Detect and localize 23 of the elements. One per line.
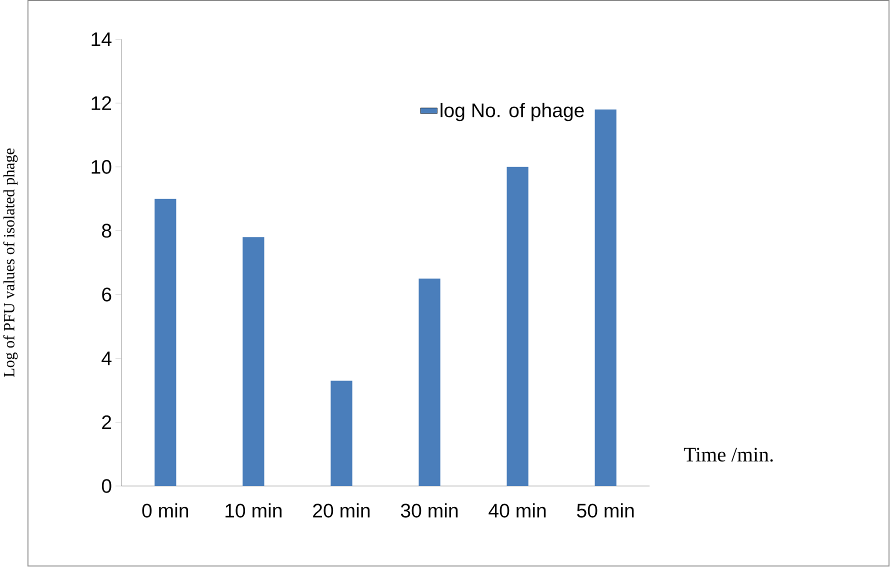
y-tick-label: 12	[92, 96, 112, 110]
bar	[242, 237, 264, 486]
y-axis-title: Log of PFU values of isolated phage	[3, 148, 18, 378]
y-tick-label: 4	[102, 352, 112, 366]
bar	[330, 380, 352, 486]
x-tick-label: 0 min	[142, 503, 188, 518]
x-tick-label: 50 min	[577, 503, 634, 518]
x-tick-label: 30 min	[400, 503, 458, 518]
y-tick-label: 8	[102, 224, 112, 238]
x-tick-label: 40 min	[488, 503, 546, 518]
x-tick-label: 10 min	[226, 503, 282, 518]
x-tick-label: 20 min	[313, 503, 370, 518]
bar	[594, 110, 616, 486]
y-tick-label: 0	[102, 479, 112, 494]
y-tick-label: 6	[102, 288, 112, 302]
bar	[506, 167, 528, 486]
bar	[418, 278, 440, 486]
y-tick-label: 2	[102, 416, 112, 430]
y-tick-label: 10	[92, 160, 112, 174]
bar	[154, 199, 176, 486]
y-tick-label: 14	[92, 32, 112, 46]
x-axis-title: Time /min.	[684, 448, 773, 462]
legend-label: log No. of phage	[440, 103, 584, 122]
